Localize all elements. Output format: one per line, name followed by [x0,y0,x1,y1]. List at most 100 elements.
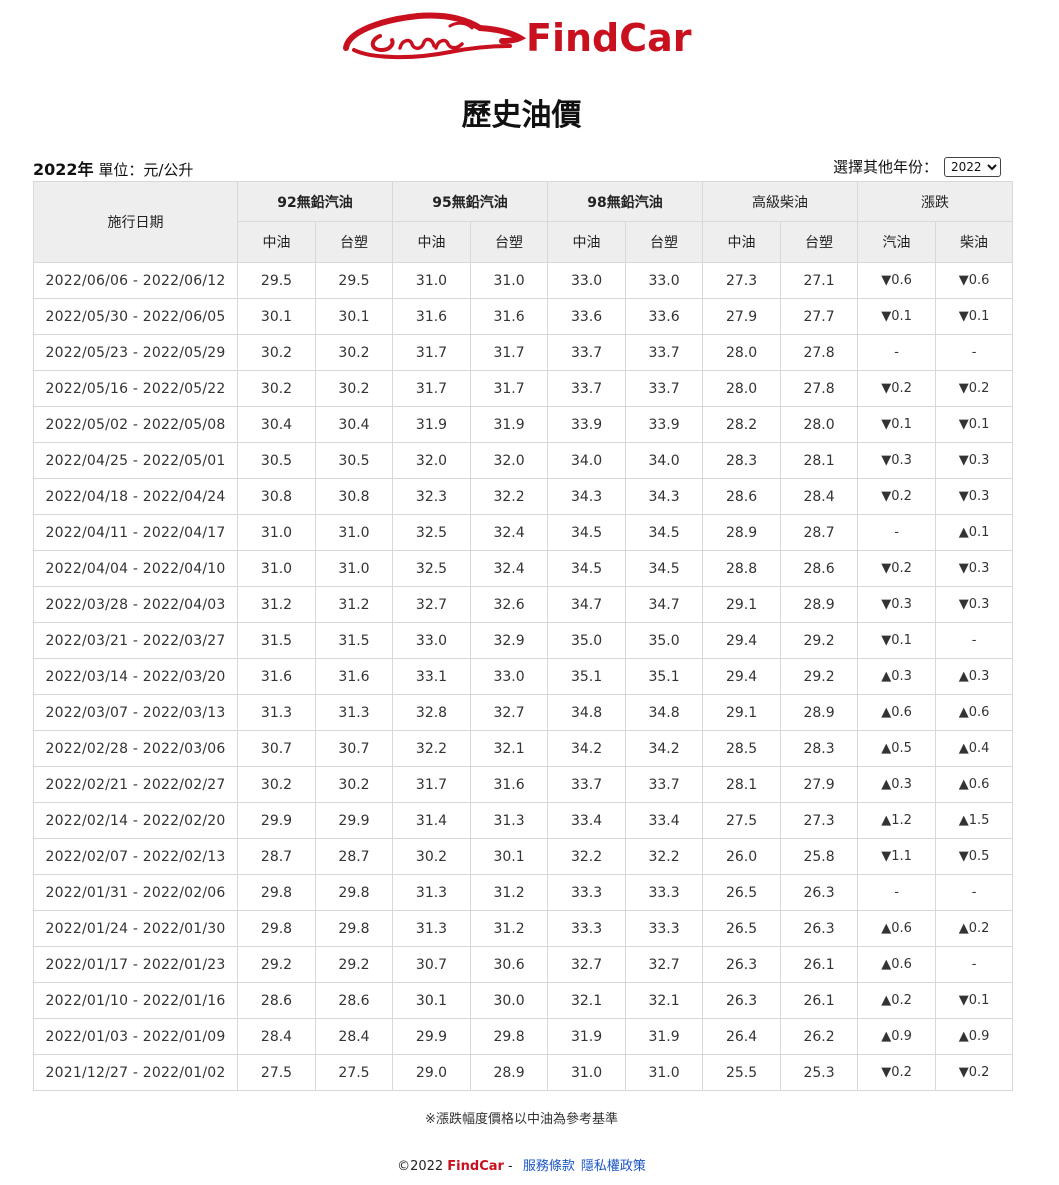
price-cell: 29.4 [702,658,782,695]
price-cell: 29.0 [392,1054,472,1091]
price-cell: 31.7 [392,370,472,407]
table-row: 2022/03/21 - 2022/03/27 31.5 31.5 33.0 32.9 3… [33,622,1014,659]
price-cell: 28.0 [780,406,859,443]
price-cell: 31.3 [392,910,472,947]
price-cell: 28.6 [702,478,782,515]
diesel-change-cell: ▲0.3 [935,658,1014,695]
price-cell: 28.7 [780,514,859,551]
price-cell: 31.9 [625,1018,704,1055]
price-cell: 32.5 [392,514,472,551]
table-row: 2022/03/14 - 2022/03/20 31.6 31.6 33.1 33.0 3… [33,658,1014,695]
price-cell: 27.5 [237,1054,316,1091]
privacy-link[interactable]: 隱私權政策 [580,1159,646,1174]
price-cell: 33.9 [547,406,627,443]
price-cell: 33.6 [547,298,627,335]
price-cell: 30.5 [314,442,394,479]
price-cell: 33.4 [625,802,704,839]
price-cell: 31.4 [392,802,472,839]
price-cell: 31.3 [314,694,394,731]
diesel-change-cell: ▼0.3 [935,550,1014,587]
footer-brand: FindCar [447,1159,504,1174]
price-cell: 33.3 [625,874,704,911]
price-cell: 30.7 [392,946,472,983]
gasoline-change-cell: ▲0.3 [857,766,937,803]
price-cell: 33.3 [547,910,627,947]
date-cell: 2022/02/21 - 2022/02/27 [33,766,238,803]
price-cell: 29.8 [314,910,394,947]
price-cell: 30.2 [392,838,472,875]
date-cell: 2022/01/10 - 2022/01/16 [33,982,238,1019]
diesel-change-cell: ▼0.1 [935,298,1014,335]
price-cell: 31.0 [314,514,394,551]
year-select[interactable]: 2022 [944,156,1001,177]
price-cell: 28.0 [702,370,782,407]
price-cell: 32.7 [625,946,704,983]
price-cell: 30.4 [237,406,316,443]
price-cell: 33.6 [625,298,704,335]
price-cell: 29.2 [314,946,394,983]
price-cell: 31.0 [314,550,394,587]
price-cell: 26.3 [780,910,859,947]
price-cell: 27.8 [780,334,859,371]
price-cell: 34.3 [547,478,627,515]
table-row: 2022/02/21 - 2022/02/27 30.2 30.2 31.7 31.6 3… [33,766,1014,803]
price-cell: 31.0 [625,1054,704,1091]
gasoline-change-cell: ▼0.3 [857,586,937,623]
gasoline-change-cell: ▼0.1 [857,298,937,335]
table-row: 2022/02/28 - 2022/03/06 30.7 30.7 32.2 32.1 3… [33,730,1014,767]
footnote: ※漲跌幅度價格以中油為參考基準 [425,1112,618,1127]
price-cell: 31.9 [470,406,549,443]
price-cell: 28.9 [780,694,859,731]
price-cell: 30.1 [237,298,316,335]
date-cell: 2022/03/14 - 2022/03/20 [33,658,238,695]
price-cell: 28.5 [702,730,782,767]
gasoline-change-cell: ▼0.2 [857,370,937,407]
price-cell: 26.3 [702,982,782,1019]
copyright: ©2022 [397,1159,448,1174]
date-cell: 2022/05/23 - 2022/05/29 [33,334,238,371]
price-cell: 33.0 [392,622,472,659]
price-cell: 32.2 [625,838,704,875]
gasoline-change-cell: ▼1.1 [857,838,937,875]
price-cell: 27.3 [780,802,859,839]
price-cell: 28.6 [237,982,316,1019]
price-cell: 33.0 [625,262,704,299]
price-cell: 25.5 [702,1054,782,1091]
price-cell: 29.2 [780,622,859,659]
table-row: 2022/02/14 - 2022/02/20 29.9 29.9 31.4 31.3 3… [33,802,1014,839]
findcar-logo[interactable]: FindCar [340,6,710,70]
price-cell: 30.5 [237,442,316,479]
price-cell: 31.6 [470,298,549,335]
terms-link[interactable]: 服務條款 [522,1159,575,1174]
price-cell: 32.4 [470,514,549,551]
diesel-change-cell: ▲0.6 [935,766,1014,803]
footer-separator: - [503,1159,517,1174]
price-cell: 31.6 [392,298,472,335]
subheader-cpc-diesel: 中油 [702,221,782,263]
diesel-change-cell: ▼0.3 [935,478,1014,515]
table-row: 2022/06/06 - 2022/06/12 29.5 29.5 31.0 31.0 3… [33,262,1014,299]
price-cell: 34.8 [625,694,704,731]
price-cell: 30.2 [314,334,394,371]
price-cell: 28.7 [237,838,316,875]
price-cell: 30.8 [314,478,394,515]
price-cell: 33.7 [625,334,704,371]
price-cell: 30.4 [314,406,394,443]
price-cell: 33.3 [625,910,704,947]
price-cell: 32.9 [470,622,549,659]
price-cell: 26.5 [702,910,782,947]
price-cell: 35.0 [547,622,627,659]
date-cell: 2022/04/11 - 2022/04/17 [33,514,238,551]
diesel-change-cell: ▼0.2 [935,370,1014,407]
price-cell: 28.9 [702,514,782,551]
price-cell: 33.3 [547,874,627,911]
price-cell: 31.2 [314,586,394,623]
price-cell: 32.2 [547,838,627,875]
price-cell: 32.1 [547,982,627,1019]
price-cell: 32.1 [470,730,549,767]
price-cell: 32.4 [470,550,549,587]
price-cell: 26.3 [702,946,782,983]
price-cell: 27.5 [314,1054,394,1091]
table-row: 2022/01/24 - 2022/01/30 29.8 29.8 31.3 31.2 3… [33,910,1014,947]
subheader-fpcc-diesel: 台塑 [780,221,859,263]
